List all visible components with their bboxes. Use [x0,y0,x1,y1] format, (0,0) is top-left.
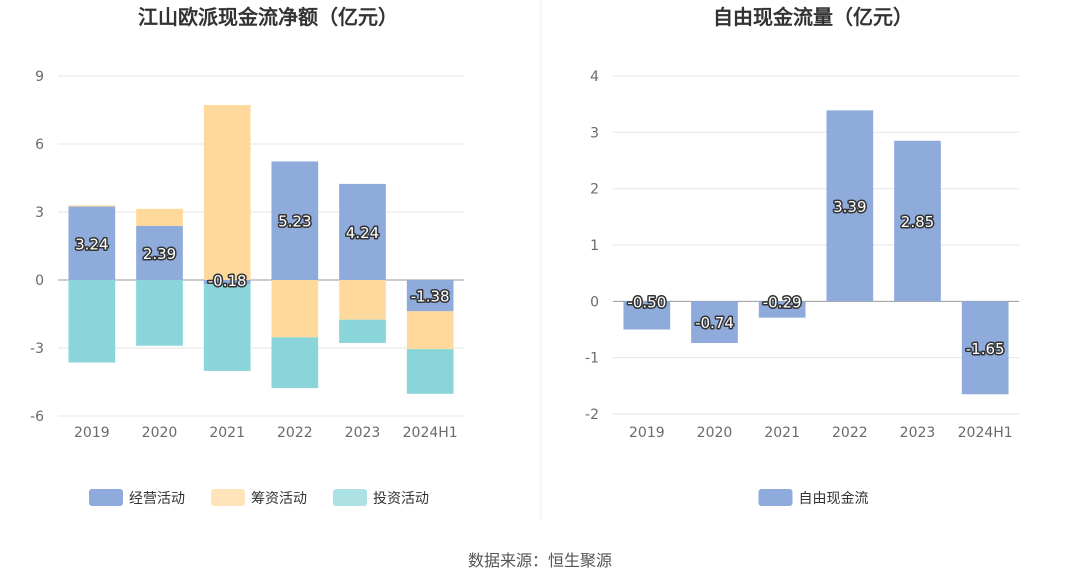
x-tick-label: 2023 [345,425,381,441]
legend-swatch-3 [333,489,367,506]
x-tick-label: 2020 [142,425,178,441]
bar-3-2023 [339,319,386,344]
y-tick-label: 3 [35,205,44,221]
cashflow-net-chart: 江山欧派现金流净额（亿元） 9 6 3 0 -3 -6 2019 2020 2021 2022 202… [30,5,464,507]
data-label: 3.24 [75,235,108,253]
data-label: -0.29 [763,293,802,311]
y-tick-label: 6 [35,137,44,153]
bar-2-2020 [136,208,183,226]
legend-label: 自由现金流 [799,491,869,507]
x-tick-label: 2022 [277,425,313,441]
x-tick-label: 2020 [697,425,733,441]
y-tick-label: 0 [590,294,599,310]
data-label: -1.38 [411,288,450,306]
x-tick-label: 2019 [629,425,665,441]
data-label: -0.18 [208,272,247,290]
bar-2-2023 [339,280,386,320]
chart-title: 自由现金流量（亿元） [713,5,913,29]
bar-1-2024H1 [406,280,454,312]
bar-1-2022 [826,110,874,302]
x-tick-label: 2021 [764,425,800,441]
legend-swatch-2 [211,489,245,506]
x-tick-label: 2021 [209,425,245,441]
bar-3-2022 [271,337,319,389]
data-label: -0.74 [695,314,734,332]
legend-label: 经营活动 [129,491,185,507]
bar-3-2024H1 [406,349,454,394]
data-label: -0.50 [627,293,666,311]
bar-2-2022 [271,280,319,338]
bar-1-2020 [136,225,183,280]
y-tick-label: -2 [585,407,599,423]
data-label: 2.85 [901,213,934,231]
y-tick-label: 1 [590,238,599,254]
data-label: 2.39 [143,245,176,263]
bar-1-2024H1 [961,301,1009,395]
bar-1-2019 [623,301,671,330]
y-tick-label: 3 [590,125,599,141]
y-tick-label: 2 [590,182,599,198]
legend-label: 筹资活动 [251,490,307,507]
data-label: -1.65 [966,340,1005,358]
bar-1-2023 [894,140,941,302]
free-cashflow-chart: 自由现金流量（亿元） 4 3 2 1 0 -1 -2 2019 2020 2021 2022 2023 2… [585,5,1019,507]
y-tick-label: 9 [35,69,44,85]
legend-swatch-1 [758,489,793,506]
bar-3-2021 [203,284,251,371]
x-tick-label: 2019 [74,425,110,441]
data-label: 3.39 [833,198,866,216]
bar-1-2022 [271,161,319,280]
y-tick-label: 0 [35,273,44,289]
bar-1-2020 [691,301,738,344]
y-tick-label: -1 [585,351,599,367]
bar-2-2024H1 [406,311,454,350]
y-tick-label: 4 [590,69,599,85]
bar-2-2021 [203,105,251,280]
bar-1-2021 [203,280,251,285]
x-tick-label: 2024H1 [958,425,1013,441]
data-label: 5.23 [278,213,311,231]
bar-1-2023 [339,183,386,280]
chart-title: 江山欧派现金流净额（亿元） [138,5,398,29]
bar-3-2019 [68,280,116,363]
data-label: 4.24 [346,224,379,242]
x-tick-label: 2022 [832,425,868,441]
y-tick-label: -3 [30,341,44,357]
source-note: 数据来源：恒生聚源 [468,551,612,570]
x-tick-label: 2024H1 [403,425,458,441]
legend-label: 投资活动 [373,491,429,507]
bar-3-2020 [136,280,183,346]
legend-swatch-1 [89,489,123,506]
y-tick-label: -6 [30,409,44,425]
x-tick-label: 2023 [900,425,936,441]
bar-1-2019 [68,206,116,280]
bar-2-2019 [68,205,116,207]
bar-1-2021 [758,301,806,318]
